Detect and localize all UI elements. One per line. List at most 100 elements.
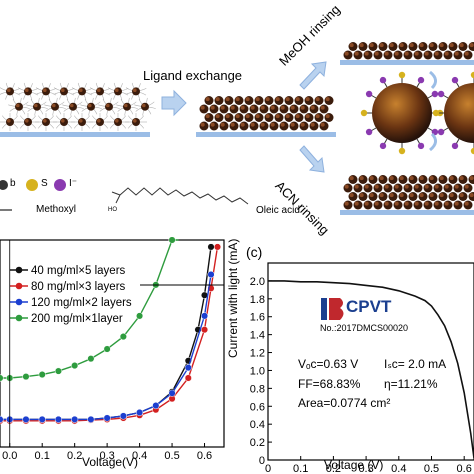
- jv-data-point: [38, 415, 46, 423]
- iodide-atom-icon: [54, 179, 66, 191]
- cert-y-tick-label: 1.6: [250, 312, 265, 324]
- cert-y-tick-label: 1.8: [250, 294, 265, 306]
- jv-data-point: [87, 355, 95, 363]
- ligand-atom: [470, 71, 474, 79]
- jv-legend-marker: [15, 298, 23, 306]
- substrate-top-right: [340, 60, 474, 65]
- ligand-atom: [379, 142, 387, 150]
- jv-data-point: [22, 415, 30, 423]
- ligand-atom: [379, 76, 387, 84]
- cpvt-logo-icon: [321, 298, 344, 320]
- ligand-atom: [365, 90, 373, 98]
- jv-chart: 0.0 0.1 0.2 0.3 0.4 0.5 0.6 40 mg/ml×5 layers 8…: [0, 237, 225, 462]
- ligand-exchange-label: Ligand exchange: [143, 68, 243, 83]
- ligand-atom: [417, 142, 425, 150]
- efficiency-value: η=11.21%: [384, 377, 438, 391]
- jv-data-point: [0, 415, 4, 423]
- jv-x-ticks: 0.0 0.1 0.2 0.3 0.4 0.5 0.6: [2, 443, 212, 462]
- jv-data-point: [168, 389, 176, 397]
- jv-legend-label: 80 mg/ml×3 layers: [31, 281, 126, 293]
- jv-data-point: [38, 371, 46, 379]
- isc-value: Iₛᴄ= 2.0 mA: [384, 357, 447, 371]
- cert-x-tick-label: 0.5: [424, 463, 439, 474]
- pb-atom-icon: [0, 180, 8, 190]
- ligand-atom: [360, 109, 368, 117]
- methoxyl-label: Methoxyl: [36, 204, 77, 215]
- acn-arrow: [299, 145, 325, 173]
- cert-x-tick-label: 0.1: [293, 463, 308, 474]
- cert-y-tick-label: 0.8: [250, 383, 265, 395]
- cert-y-tick-label: 0.6: [250, 401, 265, 413]
- jv-data-point: [200, 312, 209, 320]
- ligand-atom: [451, 76, 459, 84]
- meoh-arrow: [299, 61, 327, 90]
- jv-data-point: [200, 326, 209, 334]
- schematic-figure: [0, 42, 474, 215]
- ligand-atom: [437, 90, 445, 98]
- jv-data-point: [119, 333, 127, 341]
- jv-data-point: [71, 362, 79, 370]
- jv-data-point: [103, 414, 111, 422]
- jv-data-point: [136, 408, 144, 417]
- cert-y-tick-label: 0.4: [250, 419, 265, 431]
- oleic-acid-structure: [119, 187, 249, 205]
- cpvt-logo-text: CPVT: [346, 297, 392, 316]
- cert-ticks: 0 0.1 0.2 0.3 0.4 0.5 0.6 0 0.2 0.4 0.6 0.8 1.0 1.2 1.…: [250, 276, 472, 474]
- cert-y-tick-label: 2.0: [250, 276, 265, 288]
- oleic-acid-label: Oleic acid: [256, 205, 300, 216]
- jv-x-tick-label: 0.0: [2, 450, 17, 462]
- sulfur-atom-icon: [26, 179, 38, 191]
- jv-x-tick-label: 0.3: [99, 450, 114, 462]
- curved-arrow-top: [429, 70, 437, 90]
- jv-series-line: [0, 246, 219, 422]
- cert-plot-frame: [267, 262, 474, 461]
- cert-y-tick-label: 1.2: [250, 348, 265, 360]
- oleic-capped-film: [0, 82, 156, 131]
- cert-x-tick-label: 0.6: [457, 463, 472, 474]
- cert-x-tick-label: 0.4: [391, 463, 406, 474]
- jv-data-point: [168, 237, 176, 244]
- jv-data-point: [207, 270, 215, 279]
- curved-arrow-bottom: [429, 132, 437, 152]
- cert-series: [268, 280, 474, 459]
- cert-x-tick-label: 0.3: [358, 463, 373, 474]
- ligand-atom: [417, 76, 425, 84]
- jv-legend-marker: [15, 314, 23, 322]
- area-value: Area=0.0774 cm²: [298, 396, 391, 410]
- jv-data-point: [184, 364, 192, 372]
- jv-x-tick-label: 0.6: [197, 450, 212, 462]
- sulfur-label: S: [41, 178, 48, 189]
- cert-x-label: Voltage (V): [324, 458, 384, 472]
- jv-data-point: [136, 312, 144, 320]
- jv-x-tick-label: 0.2: [67, 450, 82, 462]
- ligand-exchange-arrow: [161, 89, 187, 117]
- cert-iv-chart: 0 0.1 0.2 0.3 0.4 0.5 0.6 0 0.2 0.4 0.6 0.8 1.0 1.2 1.…: [250, 262, 474, 474]
- ligand-atom: [365, 128, 373, 136]
- jv-data-point: [184, 374, 192, 382]
- jv-data-point: [207, 243, 215, 251]
- iodide-label: I⁻: [69, 178, 78, 189]
- jv-data-point: [22, 373, 30, 381]
- jv-legend-marker: [15, 266, 23, 274]
- voc-value: Vₒᴄ=0.63 V: [298, 357, 359, 371]
- jv-legend: 40 mg/ml×5 layers 80 mg/ml×3 layers 120 mg…: [10, 265, 132, 325]
- jv-data-point: [87, 415, 95, 423]
- jv-plot-frame: [0, 239, 225, 448]
- jv-legend-marker: [15, 282, 23, 290]
- ligand-atom: [437, 128, 445, 136]
- ligand-atom: [451, 142, 459, 150]
- cert-iv-curve: [268, 280, 474, 459]
- substrate-left: [0, 132, 150, 137]
- panel-c-letter: (c): [246, 244, 263, 260]
- jv-legend-label: 200 mg/ml×1layer: [31, 313, 123, 325]
- ligand-atom: [431, 90, 439, 98]
- jv-x-tick-label: 0.5: [164, 450, 179, 462]
- ligand-atom: [470, 147, 474, 155]
- jv-data-point: [71, 415, 79, 423]
- cert-y-tick-label: 1.0: [250, 365, 265, 377]
- cert-number: No.:2017DMCS00020: [320, 323, 409, 333]
- cert-x-tick-label: 0.2: [326, 463, 341, 474]
- ff-value: FF=68.83%: [298, 377, 361, 391]
- cert-y-tick-label: 0.2: [250, 437, 265, 449]
- jv-x-tick-label: 0.4: [132, 450, 147, 462]
